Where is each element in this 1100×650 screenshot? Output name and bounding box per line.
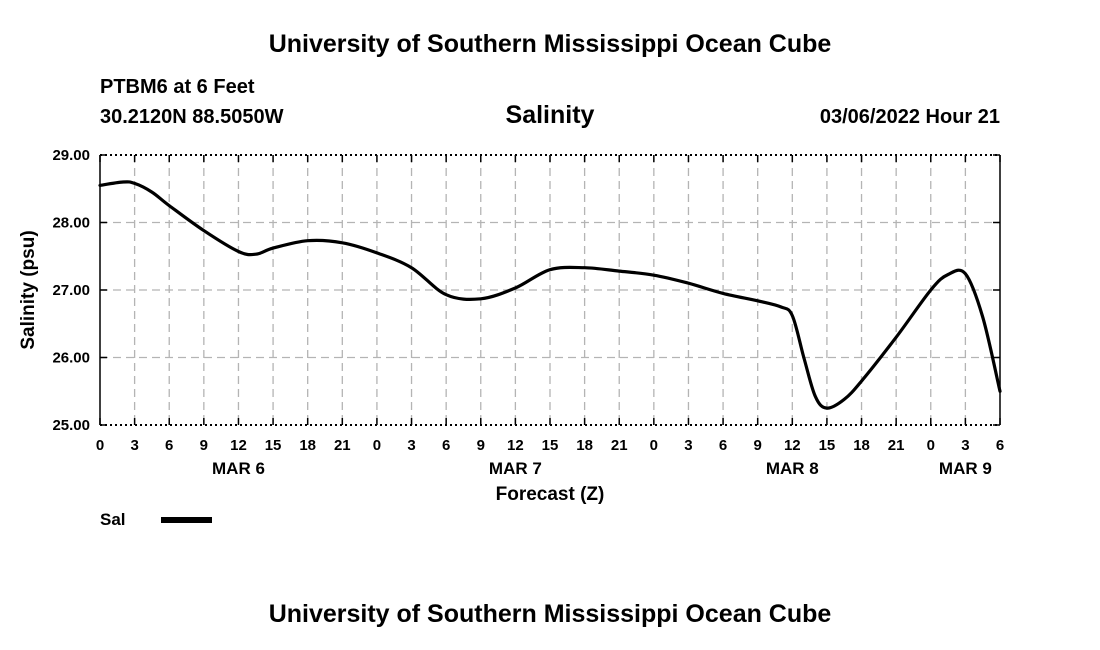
- x-tick-label: 6: [996, 437, 1004, 454]
- x-tick-label: 21: [611, 437, 628, 454]
- y-axis-title: Salinity (psu): [18, 230, 39, 349]
- day-label: MAR 7: [489, 459, 542, 478]
- y-tick-label: 29.00: [52, 147, 90, 164]
- legend-label: Sal: [100, 510, 126, 529]
- forecast-datetime: 03/06/2022 Hour 21: [819, 106, 1000, 128]
- x-axis-title: Forecast (Z): [496, 484, 605, 505]
- page-title: University of Southern Mississippi Ocean…: [268, 30, 832, 58]
- x-tick-label: 21: [888, 437, 905, 454]
- station-label: PTBM6 at 6 Feet: [100, 76, 255, 98]
- x-tick-label: 9: [477, 437, 485, 454]
- x-tick-label: 0: [96, 437, 104, 454]
- x-tick-label: 18: [853, 437, 870, 454]
- y-tick-label: 27.00: [52, 282, 90, 299]
- x-tick-label: 12: [230, 437, 247, 454]
- x-tick-label: 15: [542, 437, 559, 454]
- station-coordinates: 30.2120N 88.5050W: [100, 106, 284, 128]
- day-label: MAR 8: [766, 459, 819, 478]
- day-label: MAR 9: [939, 459, 992, 478]
- x-tick-label: 3: [684, 437, 692, 454]
- y-tick-label: 28.00: [52, 215, 90, 232]
- x-tick-label: 6: [165, 437, 173, 454]
- y-tick-label: 25.00: [52, 417, 90, 434]
- x-tick-label: 3: [407, 437, 415, 454]
- x-tick-label: 6: [442, 437, 450, 454]
- x-tick-label: 15: [819, 437, 836, 454]
- x-tick-label: 12: [784, 437, 801, 454]
- x-tick-label: 0: [650, 437, 658, 454]
- y-tick-label: 26.00: [52, 350, 90, 367]
- x-tick-label: 9: [754, 437, 762, 454]
- x-tick-label: 6: [719, 437, 727, 454]
- series-line-sal: [98, 180, 1002, 410]
- x-tick-label: 18: [299, 437, 316, 454]
- day-label: MAR 6: [212, 459, 265, 478]
- x-tick-label: 3: [130, 437, 138, 454]
- x-tick-label: 18: [576, 437, 593, 454]
- x-tick-label: 21: [334, 437, 351, 454]
- x-tick-label: 3: [961, 437, 969, 454]
- x-tick-label: 15: [265, 437, 282, 454]
- footer-title: University of Southern Mississippi Ocean…: [268, 600, 832, 628]
- chart-title: Salinity: [505, 101, 595, 129]
- x-tick-label: 12: [507, 437, 524, 454]
- x-tick-label: 9: [200, 437, 208, 454]
- x-tick-label: 0: [373, 437, 381, 454]
- x-tick-label: 0: [927, 437, 935, 454]
- legend-swatch: [161, 517, 212, 523]
